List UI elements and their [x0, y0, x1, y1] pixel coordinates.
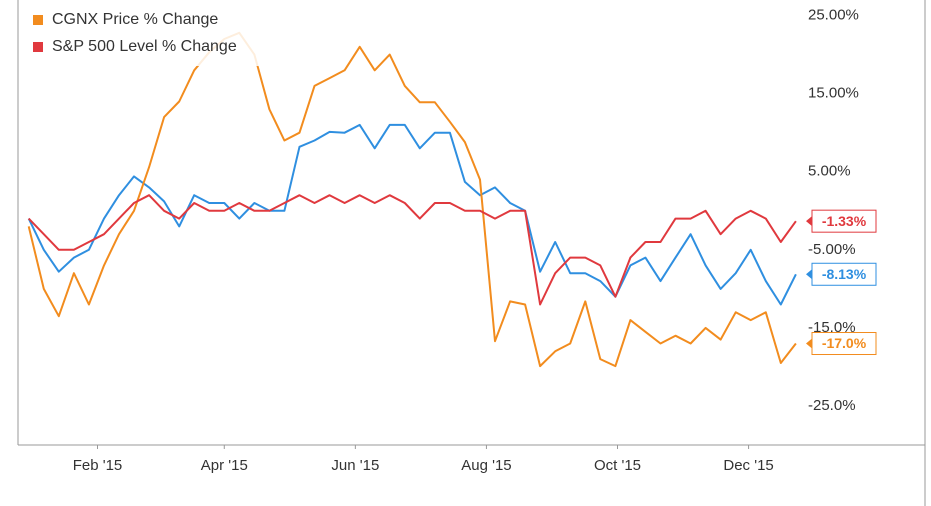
end-marker [806, 216, 812, 227]
end-label: -17.0% [822, 335, 867, 351]
x-tick-label: Aug '15 [461, 457, 511, 474]
series-line [27, 194, 797, 306]
end-marker [806, 269, 812, 280]
end-label-box [811, 209, 877, 233]
y-tick-label: -25.0% [808, 397, 856, 414]
x-tick-label: Feb '15 [73, 457, 123, 474]
x-tick-label: Oct '15 [594, 457, 641, 474]
y-tick-label: -15.0% [808, 319, 856, 336]
end-marker [806, 338, 812, 349]
end-label-box [811, 262, 877, 286]
y-tick-label: 5.00% [808, 163, 851, 180]
end-label: -8.13% [822, 266, 867, 282]
x-tick-label: Dec '15 [723, 457, 773, 474]
y-tick-label: 25.00% [808, 7, 859, 24]
plot [27, 31, 797, 368]
legend-label: CGNX Price % Change [52, 11, 218, 28]
legend-box [20, 0, 296, 66]
series-line [27, 31, 797, 368]
y-tick-label: 15.00% [808, 85, 859, 102]
end-label: -1.33% [822, 213, 867, 229]
y-tick-label: -5.00% [808, 241, 856, 258]
end-label-box [811, 332, 877, 356]
x-tick-label: Jun '15 [331, 457, 379, 474]
legend: CGNX Price % Change S&P 500 Level % Chang… [20, 0, 296, 66]
legend-swatch [33, 15, 43, 25]
legend-swatch [33, 42, 43, 52]
x-tick-label: Apr '15 [201, 457, 248, 474]
legend-label: S&P 500 Level % Change [52, 38, 237, 55]
series-line [27, 123, 797, 306]
